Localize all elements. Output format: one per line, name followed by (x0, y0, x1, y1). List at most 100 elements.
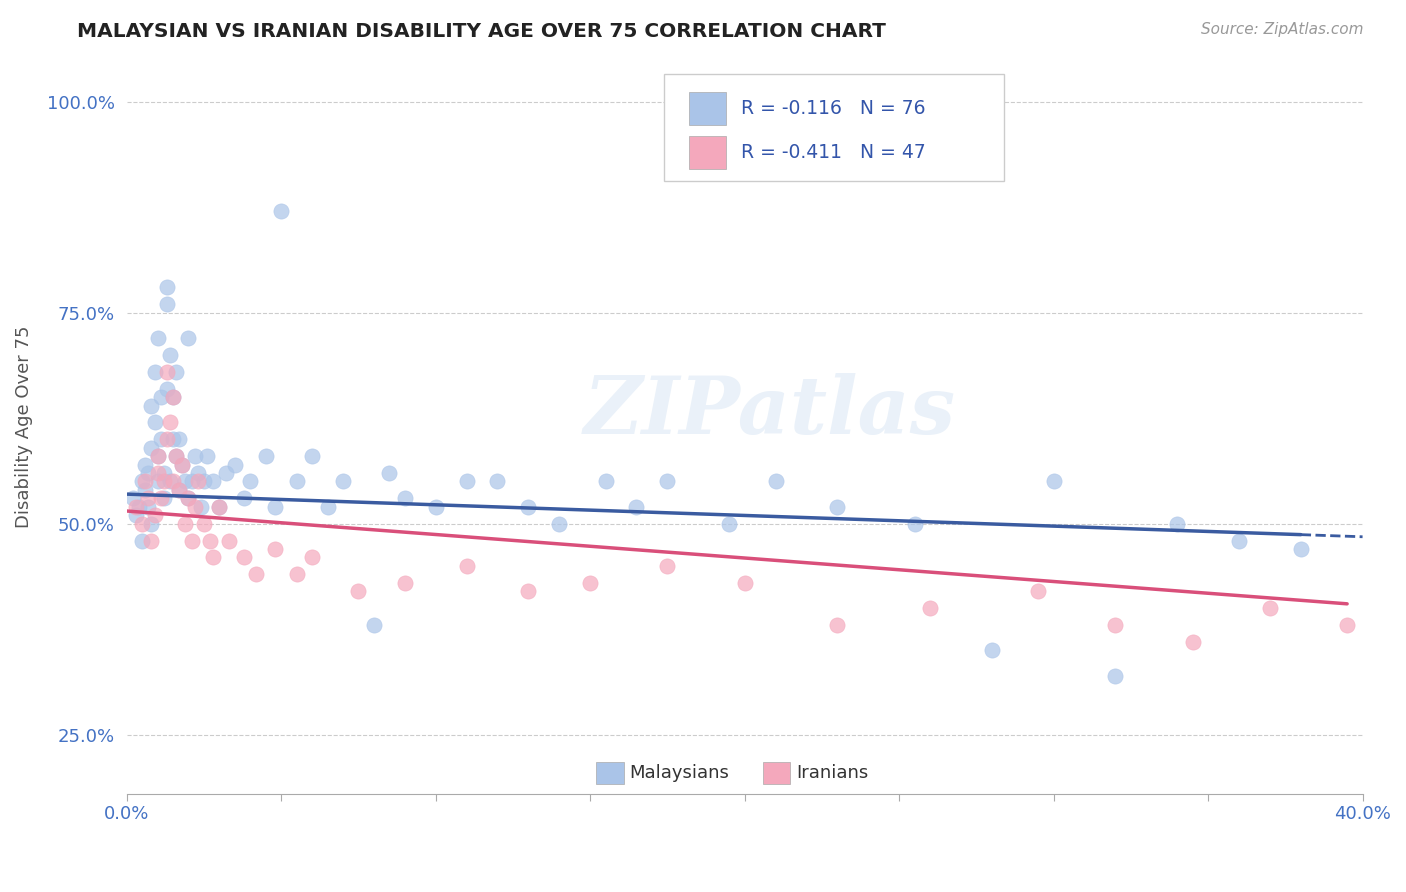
Point (131, 516, 153, 531)
Point (626, 500, 648, 514)
Point (285, 567, 308, 582)
Point (254, 449, 277, 463)
FancyBboxPatch shape (596, 762, 623, 784)
Point (202, 475, 225, 489)
Point (270, 204, 292, 219)
Point (141, 533, 163, 548)
Point (187, 466, 209, 480)
Point (162, 432, 184, 446)
Point (177, 331, 200, 345)
Point (1336, 618, 1358, 632)
FancyBboxPatch shape (689, 92, 725, 125)
Point (595, 475, 617, 489)
Point (233, 491, 256, 506)
Point (167, 483, 190, 497)
Point (156, 297, 179, 311)
Point (190, 500, 212, 514)
Point (1258, 601, 1281, 615)
Point (1104, 618, 1126, 632)
Point (156, 382, 179, 396)
Point (134, 458, 156, 472)
Point (136, 466, 159, 480)
Point (202, 550, 225, 565)
Point (131, 533, 153, 548)
Point (1166, 516, 1188, 531)
Point (193, 516, 215, 531)
Point (156, 432, 179, 446)
Point (657, 475, 679, 489)
Point (394, 575, 416, 590)
Point (301, 449, 323, 463)
Text: Malaysians: Malaysians (630, 764, 730, 782)
Point (208, 500, 231, 514)
Point (208, 500, 231, 514)
Text: R = -0.411   N = 47: R = -0.411 N = 47 (741, 144, 925, 162)
Point (152, 491, 174, 506)
Point (245, 567, 267, 582)
Point (214, 466, 236, 480)
Point (177, 491, 200, 506)
Point (152, 466, 174, 480)
Point (765, 475, 787, 489)
Point (1026, 584, 1049, 599)
Point (316, 500, 339, 514)
Point (149, 432, 172, 446)
Point (152, 475, 174, 489)
Point (165, 365, 187, 379)
Point (285, 475, 308, 489)
Point (183, 449, 205, 463)
Point (198, 533, 221, 548)
Point (332, 475, 354, 489)
Point (456, 558, 478, 573)
Point (827, 618, 849, 632)
Point (156, 365, 179, 379)
Point (425, 500, 447, 514)
Point (172, 458, 194, 472)
Point (141, 516, 163, 531)
Point (143, 365, 166, 379)
Point (239, 475, 262, 489)
Point (1289, 541, 1312, 556)
Point (143, 416, 166, 430)
Point (167, 432, 190, 446)
Point (195, 449, 218, 463)
Point (134, 475, 156, 489)
FancyBboxPatch shape (763, 762, 790, 784)
Point (180, 475, 202, 489)
Point (162, 475, 184, 489)
Text: Iranians: Iranians (797, 764, 869, 782)
Point (183, 500, 205, 514)
Text: R = -0.116   N = 76: R = -0.116 N = 76 (741, 99, 925, 119)
Point (167, 483, 190, 497)
Point (131, 475, 153, 489)
Point (301, 550, 323, 565)
Text: Source: ZipAtlas.com: Source: ZipAtlas.com (1201, 22, 1364, 37)
Point (903, 516, 925, 531)
Point (159, 416, 181, 430)
Point (187, 475, 209, 489)
Point (165, 449, 187, 463)
Point (174, 475, 197, 489)
Point (172, 458, 194, 472)
Point (548, 516, 571, 531)
FancyBboxPatch shape (664, 74, 1004, 181)
Point (143, 508, 166, 523)
Point (125, 508, 148, 523)
Point (1181, 635, 1204, 649)
Point (579, 575, 602, 590)
Point (180, 533, 202, 548)
FancyBboxPatch shape (689, 136, 725, 169)
Y-axis label: Disability Age Over 75: Disability Age Over 75 (15, 326, 32, 528)
Point (136, 491, 159, 506)
Point (734, 575, 756, 590)
Point (149, 390, 172, 404)
Point (149, 491, 172, 506)
Point (486, 475, 509, 489)
Point (162, 390, 184, 404)
Point (177, 491, 200, 506)
Point (162, 390, 184, 404)
Point (146, 331, 169, 345)
Point (141, 399, 163, 413)
Point (718, 516, 741, 531)
Point (363, 618, 385, 632)
